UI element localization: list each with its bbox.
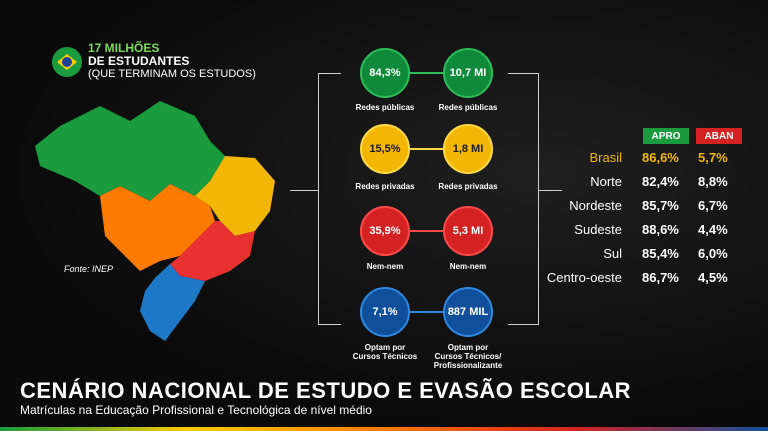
header-line1: 17 MILHÕES — [88, 41, 160, 55]
header: 17 MILHÕES DE ESTUDANTES (QUE TERMINAM O… — [52, 42, 256, 81]
region-name: Norte — [590, 174, 622, 189]
connector — [410, 311, 444, 313]
region-nordeste — [195, 156, 275, 236]
apro-value: 85,7% — [642, 198, 679, 213]
aban-value: 8,8% — [698, 174, 728, 189]
aban-value: 6,7% — [698, 198, 728, 213]
source-note: Fonte: INEP — [64, 264, 114, 274]
region-name: Nordeste — [569, 198, 622, 213]
table-row: Nordeste 85,7% 6,7% — [560, 198, 750, 218]
aban-value: 4,5% — [698, 270, 728, 285]
connector — [410, 148, 444, 150]
table-row: Norte 82,4% 8,8% — [560, 174, 750, 194]
region-sul — [140, 264, 205, 341]
aban-value: 4,4% — [698, 222, 728, 237]
right-bracket-tick — [538, 190, 562, 191]
aban-value: 6,0% — [698, 246, 728, 261]
left-bracket-tick — [290, 190, 318, 191]
table-row: Sudeste 88,6% 4,4% — [560, 222, 750, 242]
connector — [410, 230, 444, 232]
apro-value: 86,7% — [642, 270, 679, 285]
region-sudeste — [170, 221, 255, 281]
label-tecnicos-right: Optam por Cursos Técnicos/ Profissionali… — [433, 343, 503, 370]
circle-nemnem-count: 5,3 MI — [443, 206, 493, 256]
apro-value: 86,6% — [642, 150, 679, 165]
circle-privadas-count: 1,8 MI — [443, 124, 493, 174]
region-name: Centro-oeste — [546, 270, 622, 285]
region-name: Brasil — [589, 150, 622, 165]
apro-value: 85,4% — [642, 246, 679, 261]
header-line2: DE ESTUDANTES — [88, 54, 190, 68]
region-name: Sudeste — [574, 222, 622, 237]
label-nemnem-left: Nem-nem — [366, 262, 404, 271]
connector — [410, 72, 444, 74]
circle-tecnicos-pct: 7,1% — [360, 287, 410, 337]
page-subtitle: Matrículas na Educação Profissional e Te… — [20, 403, 372, 417]
page-title: CENÁRIO NACIONAL DE ESTUDO E EVASÃO ESCO… — [20, 378, 632, 403]
label-tecnicos-left: Optam por Cursos Técnicos — [352, 343, 418, 361]
label-publicas-right: Redes públicas — [438, 103, 498, 112]
table-row: Centro-oeste 86,7% 4,5% — [547, 270, 750, 290]
brazil-flag-icon — [52, 47, 82, 77]
table-row: Brasil 86,6% 5,7% — [560, 150, 750, 170]
circle-publicas-pct: 84,3% — [360, 48, 410, 98]
label-privadas-left: Redes privadas — [355, 182, 415, 191]
circle-publicas-count: 10,7 MI — [443, 48, 493, 98]
brazil-map — [35, 101, 275, 341]
right-bracket — [508, 73, 539, 325]
apro-value: 82,4% — [642, 174, 679, 189]
region-name: Sul — [603, 246, 622, 261]
table-row: Sul 85,4% 6,0% — [560, 246, 750, 266]
label-publicas-left: Redes públicas — [355, 103, 415, 112]
header-apro: APRO — [643, 128, 689, 144]
circle-privadas-pct: 15,5% — [360, 124, 410, 174]
apro-value: 88,6% — [642, 222, 679, 237]
header-aban: ABAN — [696, 128, 742, 144]
aban-value: 5,7% — [698, 150, 728, 165]
header-line3: (QUE TERMINAM OS ESTUDOS) — [88, 68, 256, 80]
left-bracket — [318, 73, 341, 325]
region-centro-oeste — [100, 184, 215, 271]
region-norte — [35, 101, 225, 201]
circle-nemnem-pct: 35,9% — [360, 206, 410, 256]
circle-tecnicos-count: 887 MIL — [443, 287, 493, 337]
color-bar — [0, 427, 768, 431]
label-privadas-right: Redes privadas — [438, 182, 498, 191]
label-nemnem-right: Nem-nem — [449, 262, 487, 271]
